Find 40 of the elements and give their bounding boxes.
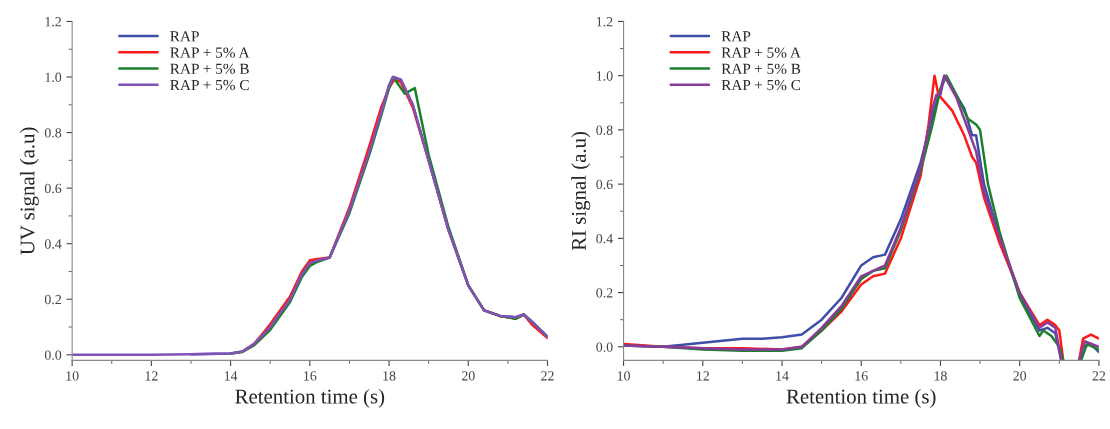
x-tick-label: 18 (383, 371, 396, 381)
x-tick-label: 14 (776, 371, 789, 381)
y-tick-label: 1.0 (597, 71, 613, 81)
x-tick-label: 14 (224, 371, 238, 381)
y-tick-label: 0.4 (44, 239, 62, 249)
y-axis-title: UV signal (a.u) (19, 127, 39, 255)
y-tick-label: 0.4 (596, 233, 613, 244)
legend-label: RAP + 5% A (170, 47, 250, 58)
x-tick-label: 18 (934, 371, 947, 381)
x-tick-label: 20 (1013, 371, 1027, 381)
y-tick-label: 0.8 (596, 125, 613, 135)
legend-label: RAP + 5% B (170, 63, 249, 74)
x-tick-label: 16 (855, 371, 868, 381)
y-tick-label: 0.2 (596, 288, 613, 298)
legend-label: RAP (170, 31, 199, 42)
x-axis-title: Retention time (s) (235, 388, 385, 408)
x-tick-label: 12 (145, 371, 158, 381)
x-axis-title: Retention time (s) (786, 388, 936, 408)
y-tick-label: 0.6 (596, 179, 613, 190)
x-tick-label: 12 (697, 371, 709, 381)
y-tick-label: 0.0 (44, 350, 62, 360)
y-tick-label: 1.2 (597, 17, 613, 27)
y-tick-label: 0.6 (44, 183, 62, 194)
y-tick-label: 0.2 (44, 294, 61, 305)
x-tick-label: 16 (304, 371, 317, 381)
y-tick-label: 0.0 (596, 342, 613, 352)
legend-label: RAP (721, 31, 751, 42)
legend-label: RAP + 5% B (721, 63, 801, 74)
legend-label: RAP + 5% C (170, 79, 249, 91)
x-tick-label: 20 (461, 371, 475, 381)
x-tick-label: 22 (1092, 371, 1106, 381)
legend-label: RAP + 5% A (721, 47, 801, 58)
x-tick-label: 22 (541, 371, 554, 381)
x-tick-label: 10 (617, 371, 630, 381)
y-tick-label: 1.0 (45, 72, 62, 83)
x-tick-label: 10 (66, 371, 79, 381)
y-tick-label: 1.2 (45, 17, 61, 27)
legend-label: RAP + 5% C (721, 79, 801, 91)
y-tick-label: 0.8 (44, 128, 62, 138)
y-axis-title: RI signal (a.u) (571, 131, 591, 251)
